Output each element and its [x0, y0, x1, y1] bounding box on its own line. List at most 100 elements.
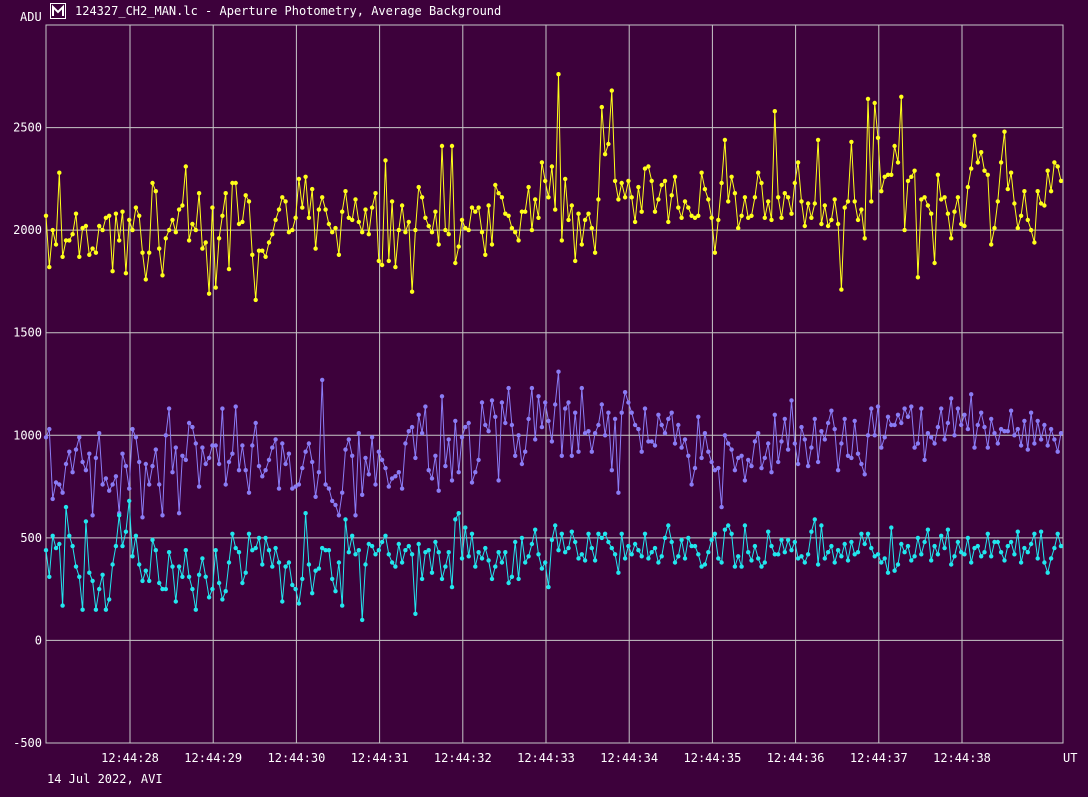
data-point [83, 468, 89, 473]
data-point [283, 564, 288, 569]
data-point [47, 574, 52, 579]
y-axis-label: ADU [20, 10, 42, 24]
data-point [97, 223, 102, 229]
data-point [260, 562, 265, 567]
data-point [493, 414, 498, 419]
data-point [153, 447, 158, 452]
data-point [722, 433, 728, 438]
data-point [190, 221, 195, 227]
data-point [323, 207, 328, 212]
data-point [642, 166, 648, 171]
series-2 [43, 369, 1064, 520]
data-point [120, 209, 125, 214]
data-point [962, 552, 967, 557]
data-point [190, 424, 195, 430]
data-point [147, 578, 152, 584]
data-point [706, 449, 711, 454]
y-tick-label: 1500 [13, 326, 42, 340]
data-point [253, 545, 258, 551]
data-point [889, 172, 894, 177]
data-point [100, 482, 105, 487]
data-point [596, 531, 601, 536]
data-point [815, 459, 821, 465]
data-point [952, 554, 957, 559]
data-point [845, 558, 851, 563]
data-point [676, 205, 681, 210]
data-point [563, 176, 568, 182]
data-point [369, 543, 375, 549]
data-point [186, 238, 192, 243]
data-point [373, 482, 378, 487]
data-point [463, 525, 468, 530]
data-point [556, 72, 561, 77]
data-point [123, 271, 129, 276]
data-point [513, 453, 518, 458]
data-point [862, 236, 867, 241]
data-point [636, 426, 641, 432]
data-point [666, 219, 671, 225]
data-point [1048, 189, 1054, 194]
data-point [496, 550, 501, 555]
data-point [789, 548, 794, 553]
data-point [399, 486, 405, 491]
data-point [1035, 556, 1040, 561]
data-point [952, 433, 957, 438]
data-point [226, 266, 232, 272]
data-point [939, 533, 944, 538]
data-point [366, 472, 371, 477]
data-point [649, 178, 654, 184]
data-point [895, 562, 901, 567]
data-point [386, 484, 391, 489]
data-point [403, 230, 408, 235]
data-point [812, 201, 817, 206]
data-point [989, 554, 994, 559]
data-point [919, 406, 924, 411]
x-axis-label: UT [1063, 751, 1077, 765]
data-point [746, 457, 751, 463]
data-point [350, 533, 355, 538]
data-point [340, 209, 345, 214]
data-point [256, 463, 262, 469]
data-point [293, 484, 298, 489]
data-point [802, 223, 807, 229]
data-point [602, 531, 608, 536]
data-point [499, 560, 505, 565]
data-point [509, 422, 515, 428]
data-point [67, 449, 72, 454]
data-point [513, 539, 518, 545]
data-point [669, 410, 674, 415]
data-point [206, 455, 212, 461]
data-point [686, 453, 691, 458]
data-point [369, 435, 375, 440]
data-point [566, 545, 571, 551]
data-point [313, 568, 318, 573]
data-point [73, 211, 79, 216]
data-point [463, 225, 468, 231]
chart-app-icon[interactable] [50, 3, 66, 19]
data-point [436, 550, 441, 555]
data-point [556, 369, 561, 374]
data-point [792, 539, 797, 545]
data-point [423, 215, 428, 220]
data-point [409, 289, 415, 294]
data-point [1055, 164, 1060, 169]
data-point [692, 215, 698, 220]
data-point [732, 564, 738, 569]
data-point [699, 564, 704, 569]
data-point [795, 461, 801, 467]
data-point [203, 574, 208, 579]
data-point [805, 201, 811, 206]
data-point [303, 449, 308, 454]
data-point [982, 550, 987, 555]
data-point [293, 586, 298, 592]
data-point [769, 217, 774, 223]
data-point [137, 459, 142, 465]
data-point [409, 424, 415, 430]
data-point [1005, 543, 1010, 549]
x-tick-label: 12:44:30 [268, 751, 326, 765]
data-point [233, 404, 238, 409]
data-point [639, 554, 644, 559]
data-point [576, 211, 581, 216]
data-point [609, 545, 614, 551]
data-point [519, 461, 525, 467]
